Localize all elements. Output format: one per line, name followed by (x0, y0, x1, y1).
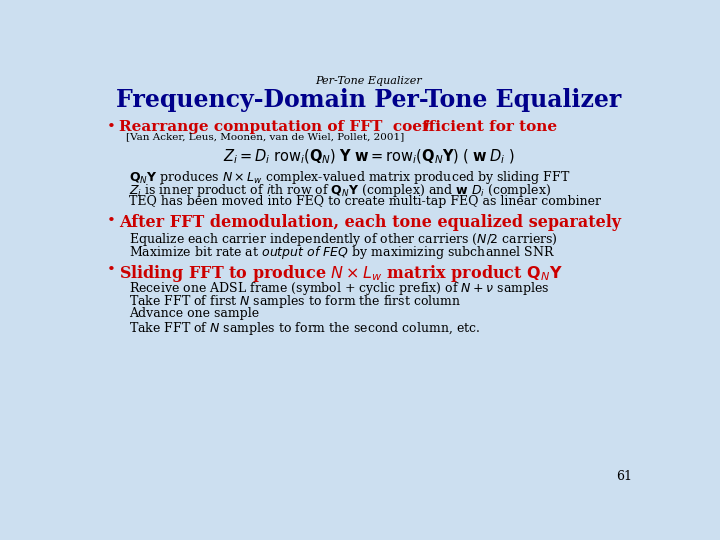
Text: Per-Tone Equalizer: Per-Tone Equalizer (315, 76, 423, 85)
Text: [Van Acker, Leus, Moonen, van de Wiel, Pollet, 2001]: [Van Acker, Leus, Moonen, van de Wiel, P… (126, 132, 404, 141)
Text: 61: 61 (616, 470, 632, 483)
Text: Receive one ADSL frame (symbol + cyclic prefix) of $N + \nu$ samples: Receive one ADSL frame (symbol + cyclic … (129, 280, 549, 298)
Text: •: • (107, 214, 116, 228)
Text: Equalize each carrier independently of other carriers ($N/2$ carriers): Equalize each carrier independently of o… (129, 231, 557, 248)
Text: $Z_i$ is inner product of $i$th row of $\mathbf{Q}_N\mathbf{Y}$ (complex) and $\: $Z_i$ is inner product of $i$th row of $… (129, 182, 551, 199)
Text: After FFT demodulation, each tone equalized separately: After FFT demodulation, each tone equali… (120, 214, 621, 231)
Text: Take FFT of first $N$ samples to form the first column: Take FFT of first $N$ samples to form th… (129, 294, 461, 310)
Text: Sliding FFT to produce $N \times \mathit{L_w}$ matrix product $\mathbf{Q}_N\math: Sliding FFT to produce $N \times \mathit… (120, 264, 563, 285)
Text: •: • (107, 264, 116, 278)
Text: Rearrange computation of FFT  coefficient for tone: Rearrange computation of FFT coefficient… (120, 120, 563, 134)
Text: Maximize bit rate at $\mathit{output\ of\ FEQ}$ by maximizing subchannel SNR: Maximize bit rate at $\mathit{output\ of… (129, 244, 555, 261)
Text: Advance one sample: Advance one sample (129, 307, 259, 320)
Text: $Z_i = D_i\;\mathrm{row}_i(\mathbf{Q}_N)\;\mathbf{Y}\;\mathbf{w} = \mathrm{row}_: $Z_i = D_i\;\mathrm{row}_i(\mathbf{Q}_N)… (223, 148, 515, 166)
Text: Frequency-Domain Per-Tone Equalizer: Frequency-Domain Per-Tone Equalizer (117, 88, 621, 112)
Text: i: i (423, 120, 429, 134)
Text: •: • (107, 120, 116, 134)
Text: Take FFT of $N$ samples to form the second column, etc.: Take FFT of $N$ samples to form the seco… (129, 320, 480, 336)
Text: $\mathbf{Q}_N\mathbf{Y}$ produces $N\times L_w$ complex-valued matrix produced b: $\mathbf{Q}_N\mathbf{Y}$ produces $N\tim… (129, 168, 570, 186)
Text: TEQ has been moved into FEQ to create multi-tap FEQ as linear combiner: TEQ has been moved into FEQ to create mu… (129, 195, 600, 208)
